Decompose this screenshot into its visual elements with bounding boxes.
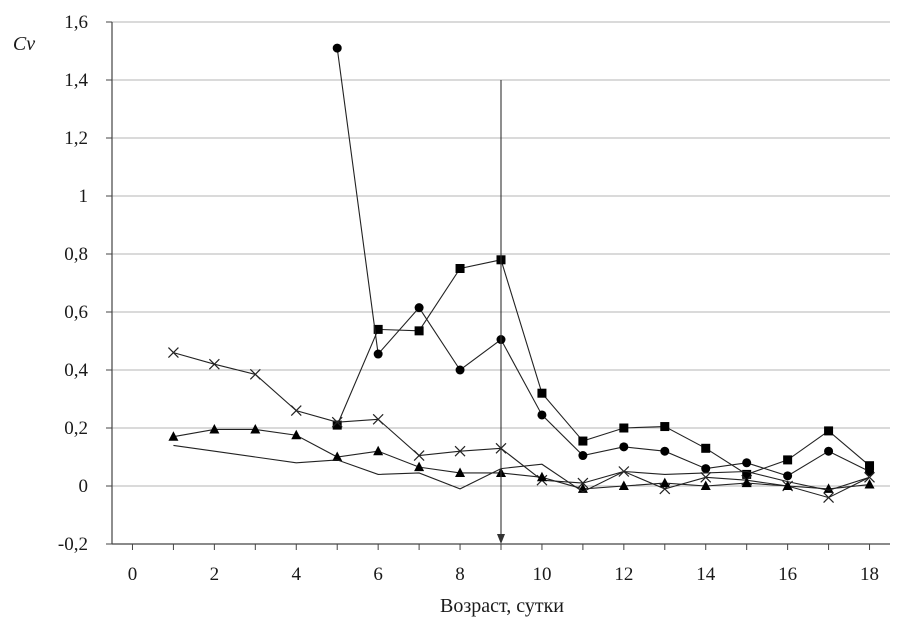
x-point bbox=[249, 368, 261, 380]
x-tick-label: 10 bbox=[532, 564, 551, 585]
x-point-stroke bbox=[331, 416, 343, 428]
y-axis-title: Cv bbox=[13, 33, 35, 55]
x-point-stroke bbox=[700, 471, 712, 483]
square-point bbox=[332, 420, 342, 430]
triangle-point bbox=[659, 477, 670, 488]
x-tick-label: 2 bbox=[210, 564, 220, 585]
x-point-stroke bbox=[167, 347, 179, 359]
square-point bbox=[414, 326, 424, 336]
triangle-point bbox=[864, 479, 875, 489]
x-tick-label: 6 bbox=[373, 564, 383, 585]
y-tick-label: 0,6 bbox=[64, 302, 88, 323]
triangle-point bbox=[823, 483, 834, 493]
triangle-point bbox=[414, 461, 425, 472]
x-tick-label: 18 bbox=[860, 564, 879, 585]
square-point bbox=[455, 264, 465, 273]
circle-point bbox=[660, 446, 670, 456]
series-line-1 bbox=[336, 259, 870, 476]
x-point bbox=[208, 358, 220, 370]
square-point bbox=[865, 461, 875, 471]
series-line-2 bbox=[336, 48, 870, 477]
triangle-point bbox=[291, 429, 302, 440]
square-point bbox=[783, 455, 793, 465]
x-point-stroke bbox=[823, 492, 835, 504]
triangle-point bbox=[618, 480, 629, 490]
x-point bbox=[577, 477, 589, 489]
circle-point bbox=[537, 410, 547, 420]
x-point-stroke bbox=[372, 413, 384, 425]
circle-point bbox=[824, 446, 834, 456]
square-point bbox=[619, 423, 629, 433]
y-tick-label: 1,6 bbox=[64, 12, 88, 33]
x-point-stroke bbox=[413, 450, 425, 461]
y-tick-label: 0,4 bbox=[64, 360, 88, 381]
x-tick-label: 12 bbox=[614, 564, 633, 585]
triangle-point bbox=[373, 445, 384, 456]
x-tick-label: 0 bbox=[128, 564, 138, 585]
square-point bbox=[701, 443, 711, 453]
circle-point bbox=[455, 365, 465, 375]
circle-point bbox=[742, 458, 752, 468]
series-line-5 bbox=[173, 444, 870, 493]
x-point bbox=[372, 413, 384, 425]
x-point bbox=[167, 347, 179, 359]
circle-point bbox=[865, 467, 875, 476]
square-point bbox=[578, 436, 588, 446]
y-tick-label: 0,2 bbox=[64, 418, 88, 439]
square-point bbox=[824, 426, 834, 436]
x-point-stroke bbox=[290, 405, 302, 417]
x-point bbox=[290, 405, 302, 417]
x-tick-label: 4 bbox=[292, 564, 302, 585]
series-line-3 bbox=[173, 352, 870, 499]
triangle-point bbox=[455, 467, 466, 477]
series-line-4 bbox=[173, 428, 870, 490]
triangle-point bbox=[168, 431, 179, 441]
arrow-head bbox=[497, 534, 505, 544]
x-tick-label: 16 bbox=[778, 564, 797, 585]
triangle-point bbox=[700, 480, 711, 490]
x-point bbox=[331, 416, 343, 428]
triangle-point bbox=[332, 451, 343, 461]
triangle-point bbox=[209, 423, 220, 434]
x-point bbox=[454, 445, 466, 457]
circle-point bbox=[578, 451, 588, 461]
x-point bbox=[413, 450, 425, 461]
square-point bbox=[742, 469, 752, 479]
circle-point bbox=[701, 464, 711, 474]
circle-point bbox=[414, 303, 424, 313]
circle-point bbox=[332, 43, 342, 53]
x-point bbox=[823, 492, 835, 504]
y-tick-label: 0,8 bbox=[64, 244, 88, 265]
x-point bbox=[700, 471, 712, 483]
square-point bbox=[660, 422, 670, 432]
x-point-stroke bbox=[208, 358, 220, 370]
square-point bbox=[537, 388, 547, 398]
y-tick-label: -0,2 bbox=[58, 534, 88, 555]
x-axis-title: Возраст, сутки bbox=[440, 595, 564, 617]
annotation-group bbox=[497, 80, 505, 544]
triangle-point bbox=[782, 480, 793, 490]
circle-point bbox=[373, 349, 383, 359]
tick-labels: -0,2 0 0,2 0,4 0,6 0,8 1 1,2 1,4 1,6 0 2 4 6 8 10 12 14 16… bbox=[58, 12, 879, 585]
triangle-point bbox=[536, 471, 547, 482]
triangle-point bbox=[250, 423, 261, 434]
triangle-point bbox=[741, 477, 752, 488]
y-tick-label: 1,4 bbox=[64, 70, 88, 91]
x-point-stroke bbox=[577, 477, 589, 489]
circle-point bbox=[783, 471, 793, 481]
x-tick-label: 8 bbox=[455, 564, 465, 585]
y-tick-label: 1 bbox=[79, 186, 89, 207]
x-point-stroke bbox=[249, 368, 261, 380]
circle-point bbox=[619, 442, 629, 452]
square-point bbox=[373, 324, 383, 334]
x-point-stroke bbox=[454, 445, 466, 457]
y-tick-label: 0 bbox=[79, 476, 89, 497]
y-tick-label: 1,2 bbox=[64, 128, 88, 149]
series-group bbox=[167, 43, 875, 504]
x-tick-label: 14 bbox=[696, 564, 716, 585]
